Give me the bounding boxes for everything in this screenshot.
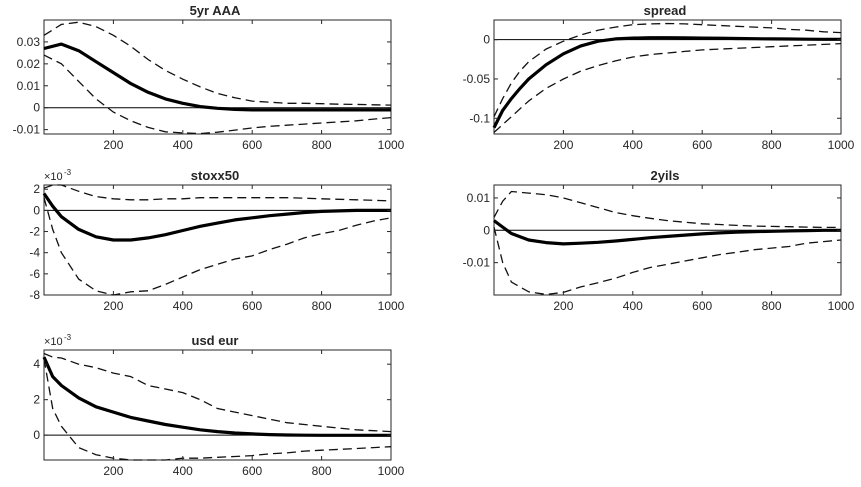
x-tick-label: 200 bbox=[103, 464, 123, 478]
panel-usd-eur: usd eur ×10 -3 200 400 600 800 1000 0 2 4 bbox=[33, 333, 404, 478]
y-tick-label: -0.01 bbox=[463, 256, 491, 270]
exponent-label: ×10 bbox=[44, 336, 63, 348]
y-tick-label: -0.01 bbox=[13, 123, 41, 137]
x-tick-label: 800 bbox=[312, 299, 332, 313]
upper-band-line bbox=[43, 21, 392, 106]
y-tick-label: 0.01 bbox=[467, 191, 491, 205]
response-line bbox=[42, 356, 391, 437]
x-tick-label: 400 bbox=[173, 299, 193, 313]
lower-band-line bbox=[43, 54, 392, 135]
response-line bbox=[42, 192, 391, 242]
exponent-power: -3 bbox=[64, 333, 72, 342]
y-tick-label: 0 bbox=[33, 203, 40, 217]
x-tick-label: 400 bbox=[623, 138, 643, 152]
panel-spread: spread 200 400 600 800 1000 -0.1 -0.05 0 bbox=[463, 3, 855, 152]
x-tick-label: 800 bbox=[312, 138, 332, 152]
y-tick-label: -2 bbox=[29, 225, 40, 239]
x-tick-label: 1000 bbox=[378, 464, 405, 478]
lower-band-line bbox=[43, 358, 392, 461]
x-tick-label: 600 bbox=[692, 138, 712, 152]
upper-band-line bbox=[43, 184, 392, 202]
x-tick-label: 800 bbox=[312, 464, 332, 478]
x-tick-label: 600 bbox=[242, 299, 262, 313]
lower-band-line bbox=[493, 42, 842, 133]
panel-title: spread bbox=[644, 3, 687, 18]
y-tick-label: 0.03 bbox=[17, 35, 41, 49]
panel-title: usd eur bbox=[192, 333, 239, 348]
x-tick-label: 400 bbox=[173, 138, 193, 152]
plot-area bbox=[43, 19, 392, 135]
plot-area bbox=[493, 184, 842, 296]
panel-title: 5yr AAA bbox=[190, 3, 241, 18]
response-line bbox=[493, 219, 841, 246]
y-tick-label: 2 bbox=[33, 393, 40, 407]
exponent-power: -3 bbox=[64, 168, 72, 177]
upper-band-line bbox=[493, 190, 841, 229]
y-tick-label: 0 bbox=[483, 223, 490, 237]
x-tick-label: 1000 bbox=[378, 138, 405, 152]
x-tick-label: 1000 bbox=[378, 299, 405, 313]
panel-title: stoxx50 bbox=[191, 168, 239, 183]
x-tick-label: 800 bbox=[762, 299, 782, 313]
y-tick-label: 2 bbox=[33, 182, 40, 196]
x-tick-label: 1000 bbox=[828, 299, 855, 313]
y-tick-label: 4 bbox=[33, 357, 40, 371]
x-tick-label: 600 bbox=[242, 464, 262, 478]
y-tick-label: -8 bbox=[29, 288, 40, 302]
y-tick-label: -4 bbox=[29, 246, 40, 260]
x-tick-label: 200 bbox=[553, 299, 573, 313]
y-tick-label: 0 bbox=[33, 101, 40, 115]
y-tick-label: 0.02 bbox=[17, 57, 41, 71]
x-tick-label: 200 bbox=[103, 299, 123, 313]
y-tick-label: -0.05 bbox=[463, 72, 491, 86]
lower-band-line bbox=[43, 197, 392, 296]
x-tick-label: 1000 bbox=[828, 138, 855, 152]
y-tick-label: -0.1 bbox=[469, 111, 490, 125]
y-tick-label: 0 bbox=[33, 428, 40, 442]
panel-2yils: 2yils 200 400 600 800 1000 -0.01 0 0.01 bbox=[463, 168, 855, 313]
exponent-label: ×10 bbox=[44, 171, 63, 183]
upper-band-line bbox=[493, 22, 842, 117]
plot-area bbox=[43, 184, 392, 296]
response-line bbox=[43, 42, 391, 112]
y-tick-label: 0 bbox=[483, 33, 490, 47]
x-tick-label: 200 bbox=[103, 138, 123, 152]
y-tick-label: 0.01 bbox=[17, 79, 41, 93]
plot-area bbox=[43, 349, 392, 461]
x-tick-label: 200 bbox=[553, 138, 573, 152]
lower-band-line bbox=[493, 226, 842, 296]
y-tick-label: -6 bbox=[29, 267, 40, 281]
panel-title: 2yils bbox=[651, 168, 680, 183]
x-tick-label: 600 bbox=[692, 299, 712, 313]
x-tick-label: 400 bbox=[623, 299, 643, 313]
upper-band-line bbox=[43, 352, 392, 433]
x-tick-label: 800 bbox=[762, 138, 782, 152]
panel-5yr-aaa: 5yr AAA 200 400 600 800 1000 -0.01 0 0.01 0.02 0.… bbox=[13, 3, 405, 152]
x-tick-label: 400 bbox=[173, 464, 193, 478]
response-line bbox=[492, 36, 841, 129]
x-tick-label: 600 bbox=[242, 138, 262, 152]
panel-stoxx50: stoxx50 ×10 -3 200 400 600 800 1000 -8 -6 -4 -2 0… bbox=[29, 168, 404, 313]
